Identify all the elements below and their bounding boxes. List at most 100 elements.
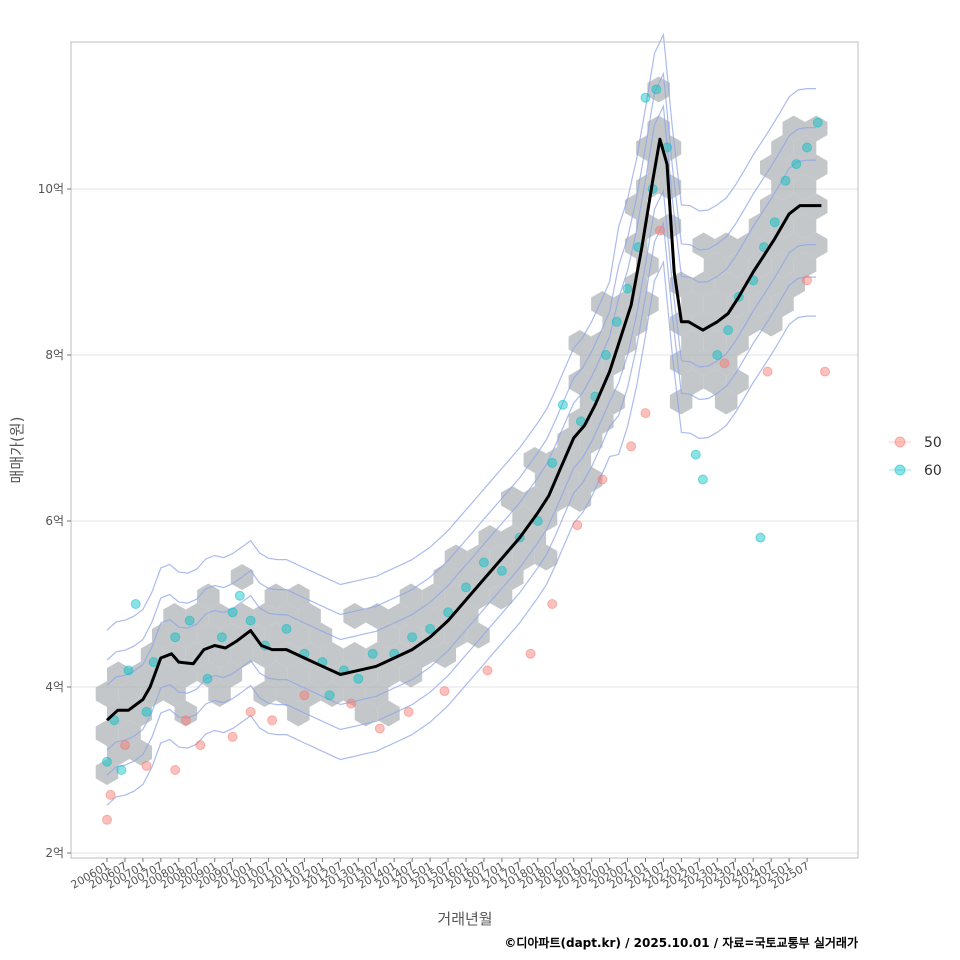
hex-cell — [771, 174, 794, 200]
y-tick-label: 4억 — [45, 680, 64, 694]
plot-panel-border — [70, 41, 859, 859]
hex-cell — [748, 213, 772, 239]
point-50 — [170, 765, 181, 775]
point-50 — [719, 358, 730, 369]
hex-cell — [365, 603, 389, 629]
point-60 — [216, 632, 227, 643]
hex-cell — [692, 232, 715, 259]
hex-cell — [185, 603, 209, 629]
y-tick-label: 6억 — [45, 514, 64, 528]
point-60 — [780, 175, 791, 186]
hex-cell — [107, 739, 130, 766]
density-contour — [106, 259, 816, 806]
density-contour — [106, 32, 816, 631]
hex-cell — [399, 583, 423, 610]
point-60 — [109, 715, 120, 726]
hex-cell — [174, 661, 198, 688]
hex-cell — [669, 310, 693, 337]
point-50 — [626, 441, 637, 452]
hex-cell — [692, 271, 715, 298]
hex-cell — [478, 564, 501, 590]
point-50 — [120, 740, 130, 751]
hex-cell — [523, 447, 547, 473]
point-50 — [547, 599, 558, 609]
point-50 — [195, 740, 206, 751]
point-50 — [245, 706, 256, 717]
hex-cell — [197, 622, 220, 649]
point-50 — [105, 789, 116, 800]
point-60 — [640, 92, 651, 103]
point-50 — [374, 723, 385, 734]
hex-cell — [411, 603, 434, 629]
hex-cell — [703, 330, 727, 356]
hex-cell — [737, 310, 760, 337]
hex-cell — [129, 739, 152, 766]
point-60 — [622, 283, 633, 294]
hex-cell — [208, 603, 231, 629]
point-60 — [170, 632, 181, 643]
hex-cell — [714, 232, 738, 259]
hex-cell — [782, 232, 805, 259]
hex-cell — [287, 622, 310, 649]
hex-cell — [411, 642, 434, 668]
y-tick-label: 8억 — [45, 348, 64, 362]
point-60 — [547, 457, 558, 468]
hex-cell — [95, 681, 119, 707]
hexbin-layer — [95, 76, 828, 785]
hex-cell — [287, 583, 310, 610]
hex-cell — [185, 642, 209, 668]
legend: 50 60 — [889, 435, 942, 479]
trend-line — [105, 137, 822, 722]
hex-cell — [760, 310, 783, 337]
point-60 — [367, 648, 378, 659]
point-60 — [324, 690, 335, 701]
hex-cell — [669, 388, 693, 415]
density-contour — [106, 220, 816, 776]
density-contours — [106, 32, 816, 806]
point-60 — [802, 142, 812, 153]
hex-cell — [703, 252, 727, 278]
point-50 — [482, 665, 493, 676]
hex-cell — [444, 544, 468, 571]
hex-cell — [275, 603, 299, 629]
y-tick-label: 10억 — [38, 182, 64, 196]
point-60 — [712, 350, 723, 360]
point-50 — [141, 760, 152, 771]
point-60 — [443, 607, 454, 618]
hex-cell — [692, 349, 715, 376]
hex-cell — [377, 700, 400, 727]
hex-cell — [782, 115, 805, 142]
hex-cell — [107, 661, 130, 688]
hex-cell — [174, 700, 198, 727]
hex-cell — [197, 583, 220, 610]
hex-cell — [636, 252, 659, 278]
hex-cell — [118, 720, 141, 746]
hex-cell — [714, 388, 738, 415]
point-60 — [478, 557, 489, 568]
hex-cell — [230, 642, 254, 668]
density-contour — [106, 103, 816, 686]
scatter-points — [102, 84, 830, 825]
hex-cell — [467, 544, 490, 571]
hex-cell — [264, 622, 288, 649]
point-60 — [227, 607, 238, 618]
hex-cell — [737, 232, 760, 259]
legend-key-60 — [894, 464, 906, 476]
hex-cell — [726, 252, 749, 278]
hex-cell — [489, 583, 513, 610]
point-60 — [651, 84, 662, 95]
hex-cell — [602, 310, 625, 337]
hex-cell — [95, 720, 119, 746]
hex-cell — [681, 369, 704, 395]
point-60 — [123, 665, 134, 676]
hex-cell — [422, 583, 445, 610]
hex-cell — [793, 252, 817, 278]
hex-cell — [579, 388, 603, 415]
hex-cell — [163, 681, 186, 707]
hex-cell — [568, 330, 592, 356]
point-50 — [640, 408, 651, 419]
density-contour — [106, 188, 816, 751]
hex-cell — [399, 661, 423, 688]
hex-cell — [264, 661, 288, 688]
hex-cell — [287, 661, 310, 688]
